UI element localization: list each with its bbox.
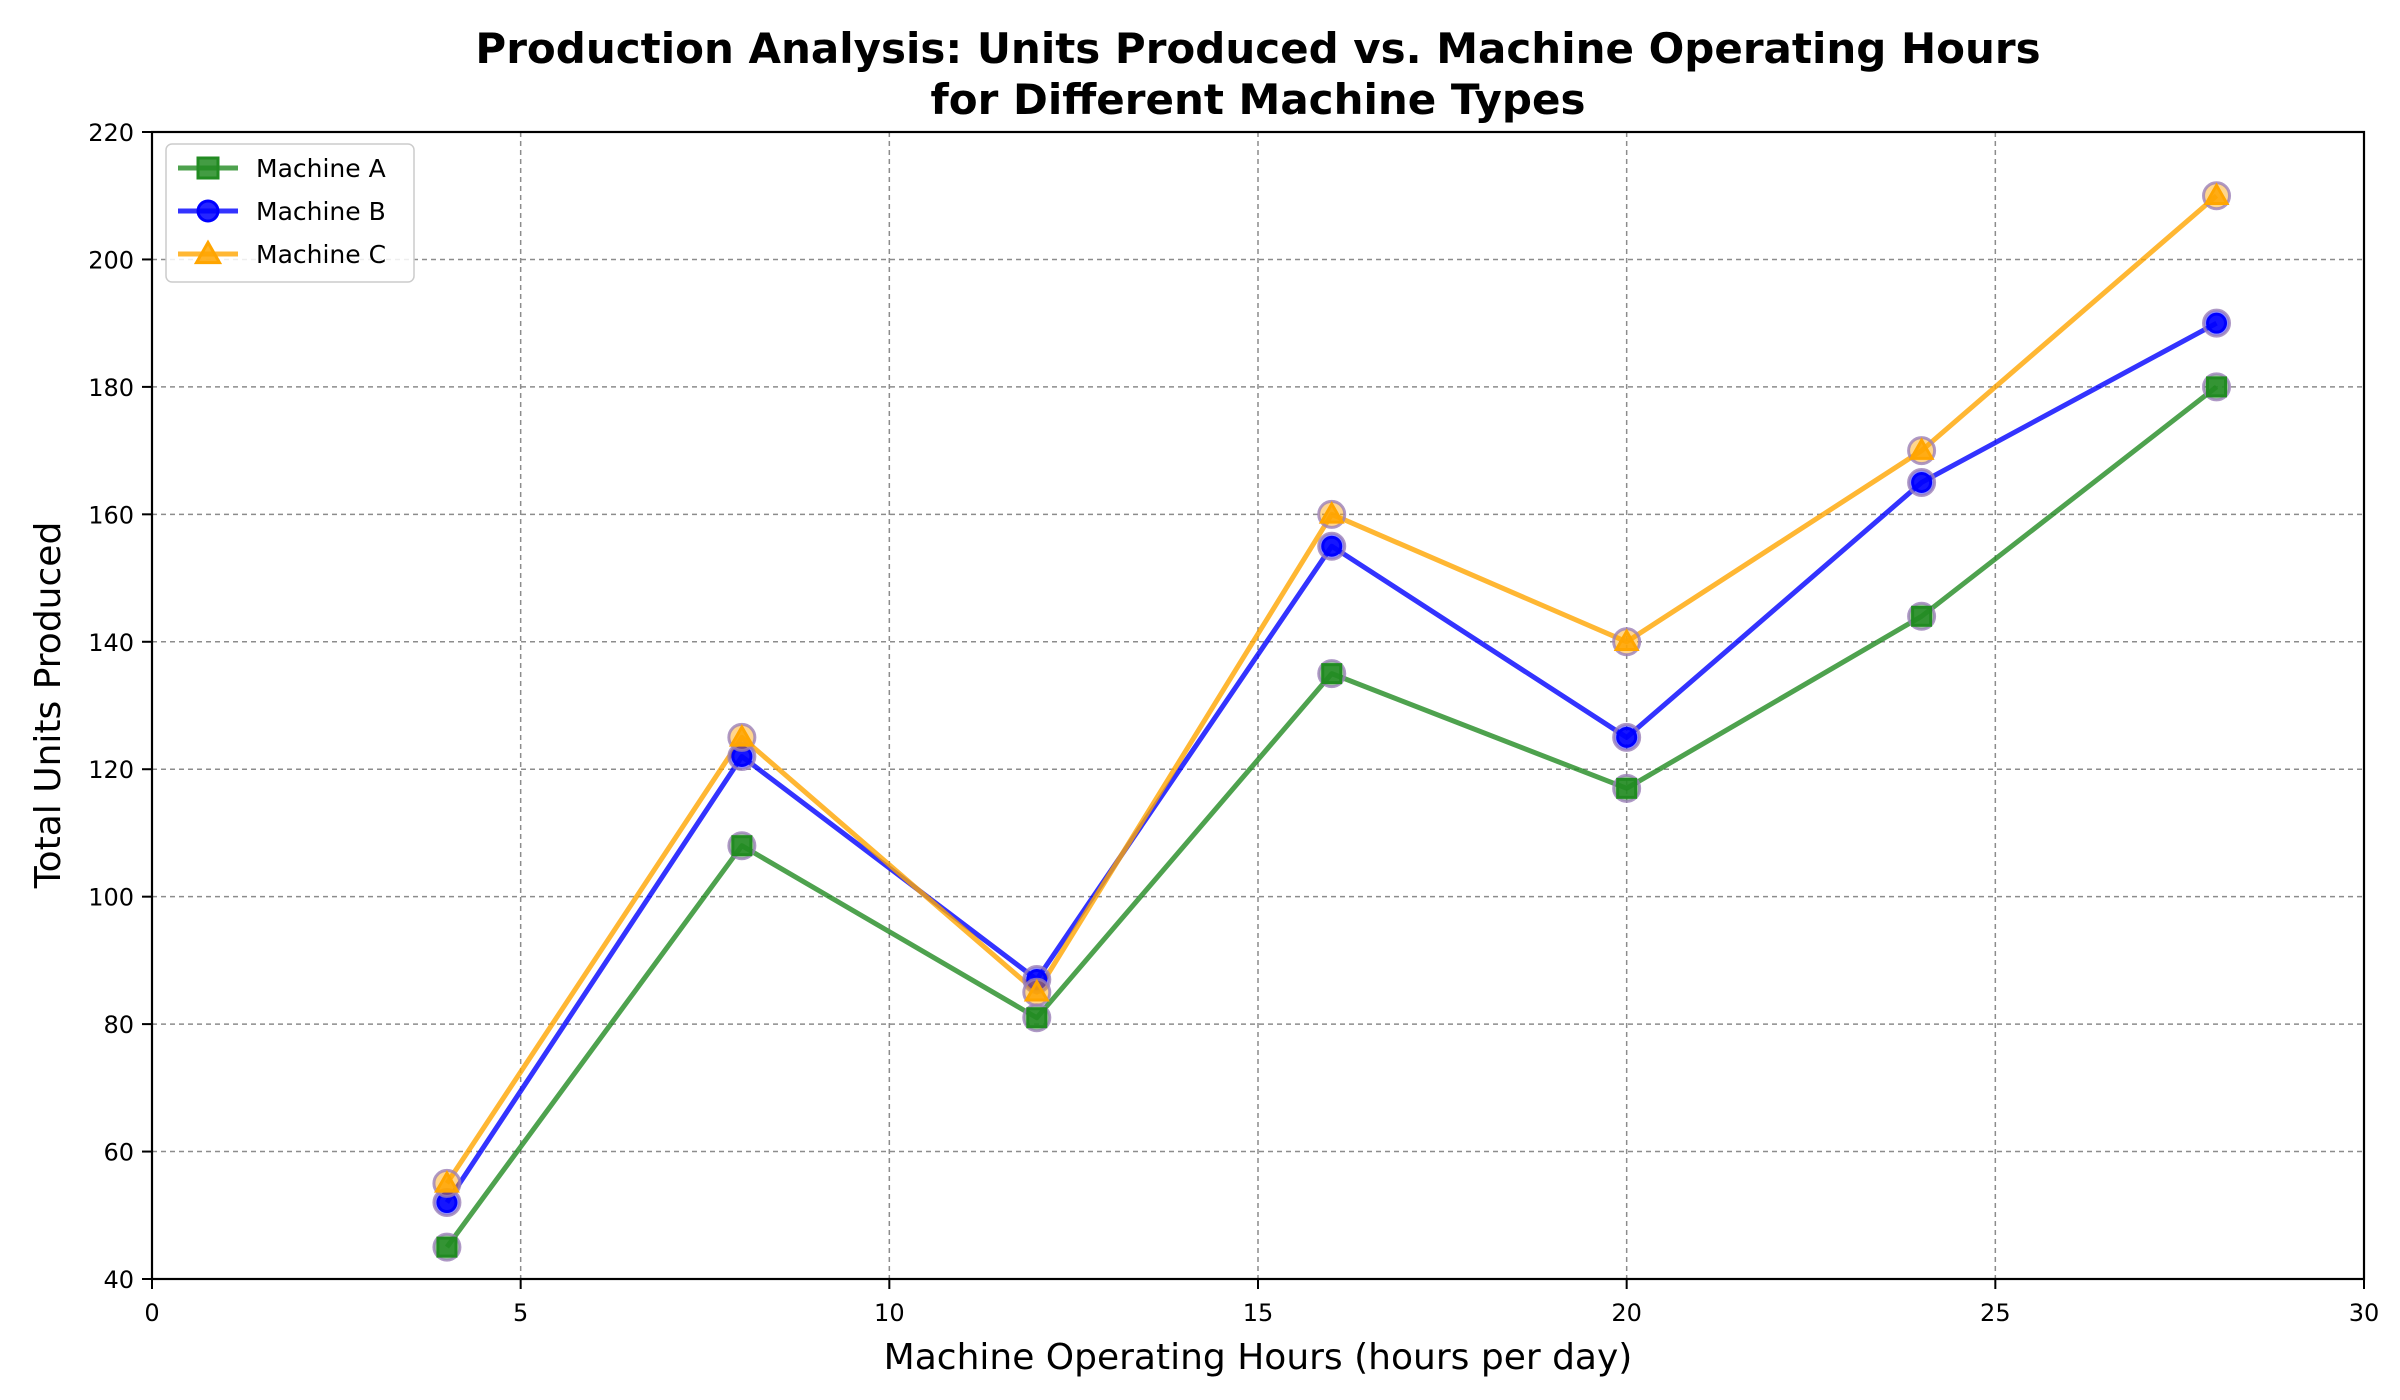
chart-title-line-2: for Different Machine Types: [931, 75, 1586, 124]
machine-c-point: [728, 723, 755, 747]
y-axis-label: Total Units Produced: [28, 522, 69, 890]
x-tick-label: 25: [1980, 1299, 2011, 1327]
machine-c-legend-label: Machine C: [256, 240, 386, 269]
machine-c-legend-marker: [193, 239, 223, 265]
chart-title-line-1: Production Analysis: Units Produced vs. …: [475, 24, 2040, 73]
legend-box: [165, 143, 415, 283]
machine-c-point: [1908, 437, 1935, 460]
machine-c-point: [1023, 978, 1050, 1002]
y-tick-label: 140: [88, 629, 134, 657]
plot-area-frame: [150, 130, 2366, 1281]
machine-b-point: [436, 1192, 458, 1214]
y-tick-label: 200: [88, 246, 134, 274]
x-tick-label: 30: [2349, 1299, 2380, 1327]
x-tick-label: 5: [513, 1299, 528, 1327]
y-tick-label: 160: [88, 501, 134, 529]
grid: [151, 131, 2365, 1280]
machine-b-point: [1616, 726, 1638, 748]
machine-a-legend-marker: [196, 156, 220, 180]
machine-a-point: [436, 1236, 458, 1258]
machine-c-point: [433, 1170, 460, 1193]
machine-c-point: [1318, 500, 1345, 524]
machine-a-point: [1911, 605, 1933, 627]
machine-c-point: [2203, 182, 2230, 205]
machine-a-point: [1026, 1007, 1048, 1029]
machine-b-point: [1911, 471, 1933, 493]
machine-c-point: [1613, 628, 1640, 652]
y-tick-label: 80: [103, 1011, 134, 1039]
machine-c-line: [444, 193, 2219, 1185]
x-tick-label: 10: [874, 1299, 905, 1327]
x-tick-label: 20: [1611, 1299, 1642, 1327]
y-tick-label: 40: [103, 1266, 134, 1294]
y-tick-label: 220: [88, 119, 134, 147]
machine-a-point: [731, 835, 753, 857]
machine-a-legend-label: Machine A: [256, 154, 386, 183]
x-tick-label: 0: [144, 1299, 159, 1327]
x-tick-label: 15: [1243, 1299, 1274, 1327]
y-tick-label: 100: [88, 884, 134, 912]
y-tick-label: 180: [88, 374, 134, 402]
y-tick-label: 120: [88, 756, 134, 784]
legend: Machine A Machine B Machine C: [165, 143, 415, 283]
machine-b-point: [2206, 312, 2228, 334]
machine-b-legend-marker: [196, 199, 220, 223]
series-markers: [432, 181, 2232, 1262]
machine-a-point: [1616, 777, 1638, 799]
machine-b-point: [731, 745, 753, 767]
x-axis-label: Machine Operating Hours (hours per day): [884, 1337, 1633, 1378]
machine-a-point: [1321, 663, 1343, 685]
machine-b-legend-label: Machine B: [256, 197, 386, 226]
machine-a-point: [2206, 376, 2228, 398]
axis-ticks: 0 5 10 15 20 25 30 40 60 80 100 120 140 160 180 200 220: [88, 119, 2379, 1327]
machine-b-point: [1321, 535, 1343, 557]
machine-b-line: [444, 320, 2218, 1204]
series-lines: [444, 193, 2219, 1249]
y-tick-label: 60: [103, 1139, 134, 1167]
